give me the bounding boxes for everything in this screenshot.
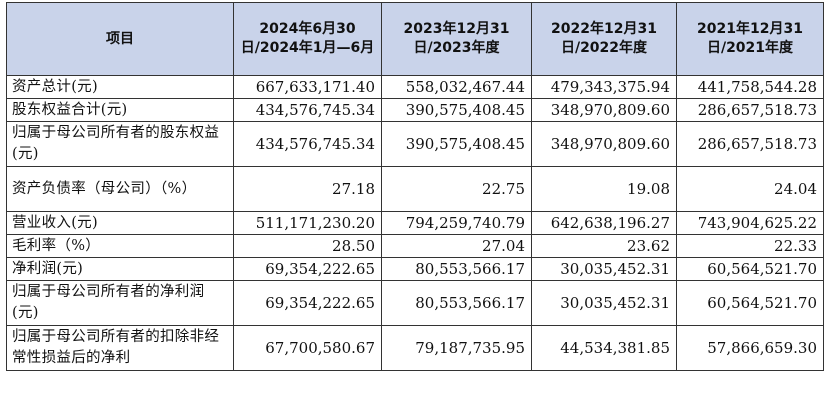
cell-2023: 79,187,735.95 [381,325,532,371]
cell-2024-h1: 27.18 [233,166,382,212]
cell-2024-h1: 69,354,222.65 [233,257,382,281]
cell-2024-h1: 28.50 [233,234,382,258]
table-row: 归属于母公司所有者的股东权益(元) 434,576,745.34 390,575… [6,121,824,167]
cell-2021: 286,657,518.73 [676,98,824,122]
table-row: 毛利率（%） 28.50 27.04 23.62 22.33 [6,234,824,258]
cell-2023: 390,575,408.45 [381,121,532,167]
cell-2023: 27.04 [381,234,532,258]
table-row: 净利润(元) 69,354,222.65 80,553,566.17 30,03… [6,257,824,281]
cell-2024-h1: 69,354,222.65 [233,280,382,326]
table-header-row: 项目 2024年6月30日/2024年1月—6月 2023年12月31日/202… [6,2,824,76]
cell-2024-h1: 667,633,171.40 [233,75,382,99]
row-label: 资产总计(元) [6,75,234,99]
header-2021: 2021年12月31日/2021年度 [676,2,824,76]
cell-2022: 44,534,381.85 [531,325,677,371]
cell-2022: 348,970,809.60 [531,121,677,167]
cell-2022: 642,638,196.27 [531,211,677,235]
row-label: 净利润(元) [6,257,234,281]
header-2023: 2023年12月31日/2023年度 [381,2,532,76]
table-row: 资产负债率（母公司）（%） 27.18 22.75 19.08 24.04 [6,166,824,212]
cell-2022: 23.62 [531,234,677,258]
cell-2024-h1: 67,700,580.67 [233,325,382,371]
header-2024-h1: 2024年6月30日/2024年1月—6月 [233,2,382,76]
cell-2022: 30,035,452.31 [531,280,677,326]
cell-2023: 558,032,467.44 [381,75,532,99]
header-item: 项目 [6,2,234,76]
cell-2024-h1: 511,171,230.20 [233,211,382,235]
row-label: 股东权益合计(元) [6,98,234,122]
table-row: 股东权益合计(元) 434,576,745.34 390,575,408.45 … [6,98,824,122]
cell-2022: 30,035,452.31 [531,257,677,281]
cell-2023: 794,259,740.79 [381,211,532,235]
cell-2023: 80,553,566.17 [381,257,532,281]
cell-2022: 479,343,375.94 [531,75,677,99]
cell-2021: 743,904,625.22 [676,211,824,235]
table-row: 资产总计(元) 667,633,171.40 558,032,467.44 47… [6,75,824,99]
cell-2021: 286,657,518.73 [676,121,824,167]
row-label: 归属于母公司所有者的股东权益(元) [6,121,234,167]
cell-2024-h1: 434,576,745.34 [233,121,382,167]
cell-2024-h1: 434,576,745.34 [233,98,382,122]
row-label: 毛利率（%） [6,234,234,258]
cell-2022: 19.08 [531,166,677,212]
cell-2021: 60,564,521.70 [676,257,824,281]
cell-2021: 60,564,521.70 [676,280,824,326]
cell-2021: 57,866,659.30 [676,325,824,371]
row-label: 归属于母公司所有者的净利润(元) [6,280,234,326]
financial-data-table: 项目 2024年6月30日/2024年1月—6月 2023年12月31日/202… [6,2,824,371]
cell-2023: 390,575,408.45 [381,98,532,122]
cell-2021: 22.33 [676,234,824,258]
financial-table-container: 项目 2024年6月30日/2024年1月—6月 2023年12月31日/202… [6,2,824,371]
table-row: 营业收入(元) 511,171,230.20 794,259,740.79 64… [6,211,824,235]
cell-2021: 441,758,544.28 [676,75,824,99]
table-row: 归属于母公司所有者的净利润(元) 69,354,222.65 80,553,56… [6,280,824,326]
header-2022: 2022年12月31日/2022年度 [531,2,677,76]
cell-2023: 22.75 [381,166,532,212]
row-label: 归属于母公司所有者的扣除非经常性损益后的净利 [6,325,234,371]
cell-2022: 348,970,809.60 [531,98,677,122]
row-label: 资产负债率（母公司）（%） [6,166,234,212]
cell-2021: 24.04 [676,166,824,212]
row-label: 营业收入(元) [6,211,234,235]
cell-2023: 80,553,566.17 [381,280,532,326]
table-row: 归属于母公司所有者的扣除非经常性损益后的净利 67,700,580.67 79,… [6,325,824,371]
